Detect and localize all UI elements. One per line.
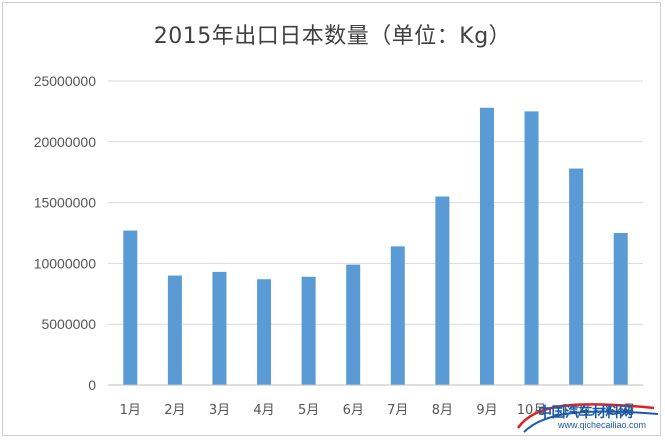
x-tick-label: 8月 bbox=[432, 403, 453, 418]
bar-4 bbox=[257, 279, 272, 385]
x-tick-label: 5月 bbox=[298, 403, 319, 418]
watermark-url: www.qichecailiao.com bbox=[558, 420, 647, 430]
x-tick-label: 10月 bbox=[517, 403, 547, 418]
x-tick-label: 3月 bbox=[209, 403, 230, 418]
watermark-swoosh-icon bbox=[516, 403, 659, 433]
y-tick-label: 25000000 bbox=[34, 73, 97, 89]
y-tick-label: 0 bbox=[88, 377, 96, 393]
x-tick-label: 1月 bbox=[120, 403, 141, 418]
bar-7 bbox=[390, 246, 405, 385]
x-tick-label: 9月 bbox=[476, 403, 497, 418]
gridlines bbox=[108, 80, 643, 325]
y-tick-label: 15000000 bbox=[34, 195, 97, 211]
bar-10 bbox=[524, 111, 539, 386]
x-tick-label: 6月 bbox=[343, 403, 364, 418]
y-tick-label: 5000000 bbox=[41, 316, 96, 332]
bar-2 bbox=[167, 275, 182, 385]
bars bbox=[123, 107, 628, 386]
chart-frame bbox=[2, 2, 661, 436]
watermark-logo: 中国汽车材料网 www.qichecailiao.com bbox=[514, 398, 662, 436]
chart-title: 2015年出口日本数量（单位：Kg） bbox=[153, 24, 512, 49]
x-tick-label: 2月 bbox=[164, 403, 185, 418]
bar-12 bbox=[613, 233, 628, 385]
bar-9 bbox=[479, 107, 494, 385]
bar-6 bbox=[346, 264, 361, 385]
watermark-name: 中国汽车材料网 bbox=[538, 405, 633, 421]
bar-3 bbox=[212, 271, 227, 385]
y-tick-label: 10000000 bbox=[34, 255, 97, 271]
x-tick-label: 4月 bbox=[253, 403, 274, 418]
bar-5 bbox=[301, 276, 316, 385]
bar-8 bbox=[435, 196, 450, 385]
bar-11 bbox=[569, 168, 584, 385]
y-tick-label: 20000000 bbox=[34, 134, 97, 150]
bar-1 bbox=[123, 230, 138, 385]
y-axis-ticks: 0 5000000 10000000 15000000 20000000 25000000 bbox=[34, 73, 97, 393]
x-tick-label: 7月 bbox=[387, 403, 408, 418]
